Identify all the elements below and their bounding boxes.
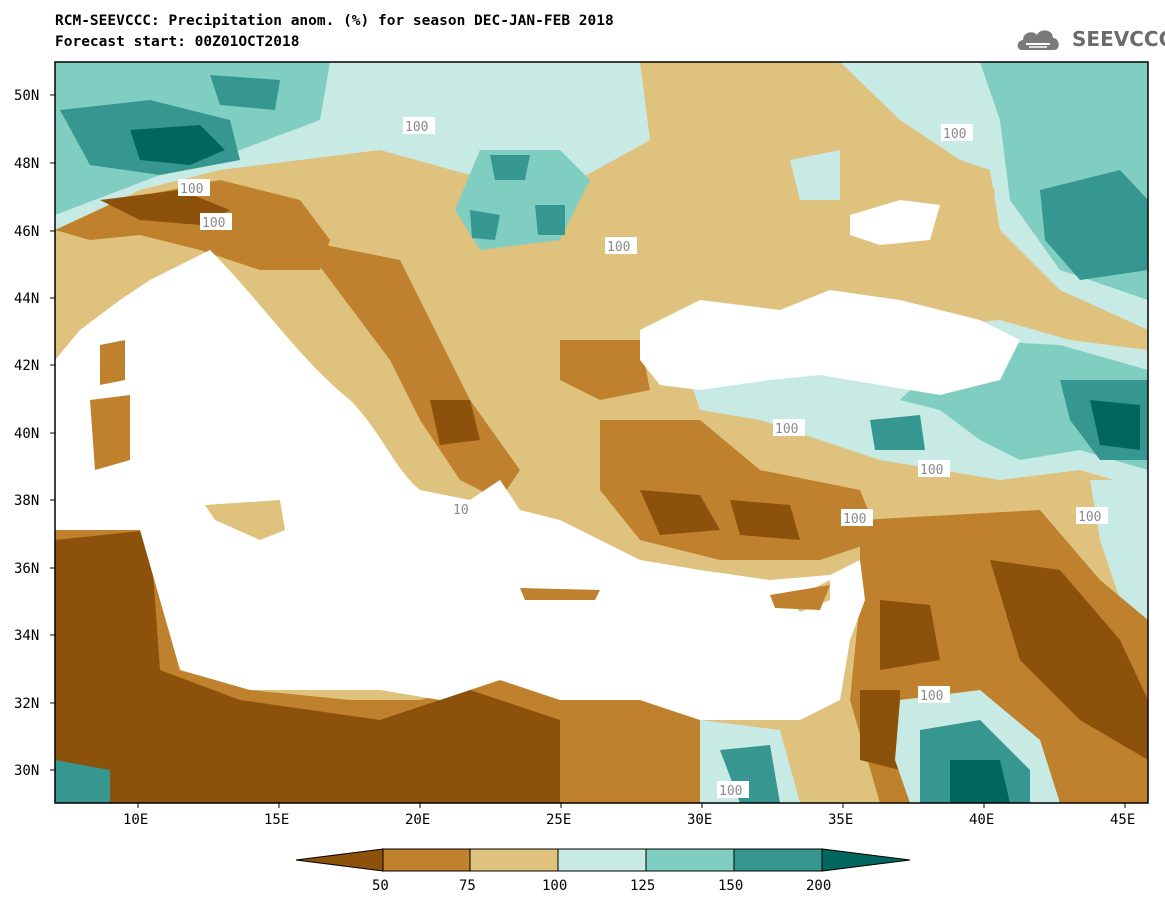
- lon-label: 30E: [687, 812, 712, 828]
- colorbar: 50 75 100 125 150 200: [295, 848, 911, 894]
- lon-label: 40E: [969, 812, 994, 828]
- contour-label: 100: [180, 182, 203, 197]
- lon-ticks: [137, 803, 1126, 808]
- contour-label: 10: [453, 503, 469, 518]
- lon-label: 20E: [405, 812, 430, 828]
- lat-label: 32N: [14, 696, 39, 712]
- colorbar-segment: [557, 848, 647, 872]
- colorbar-tick: 100: [542, 878, 567, 894]
- lat-label: 40N: [14, 426, 39, 442]
- contour-label: 100: [843, 512, 866, 527]
- colorbar-segment: [382, 848, 471, 872]
- colorbar-segment: [821, 848, 911, 872]
- sea-mask: [55, 200, 1020, 720]
- contour-label: 100: [943, 127, 966, 142]
- cloud-logo-icon: [1017, 30, 1059, 50]
- lat-label: 30N: [14, 763, 39, 779]
- latitude-axis: 50N 48N 46N 44N 42N 40N 38N 36N 34N 32N …: [14, 88, 39, 779]
- colorbar-tick: 125: [630, 878, 655, 894]
- lat-label: 44N: [14, 291, 39, 307]
- lat-label: 38N: [14, 493, 39, 509]
- lon-label: 35E: [828, 812, 853, 828]
- lon-label: 15E: [264, 812, 289, 828]
- colorbar-segment: [733, 848, 823, 872]
- lat-label: 50N: [14, 88, 39, 104]
- contour-label: 100: [920, 689, 943, 704]
- colorbar-tick: 75: [459, 878, 476, 894]
- colorbar-segment: [469, 848, 559, 872]
- lon-label: 25E: [546, 812, 571, 828]
- lat-label: 48N: [14, 156, 39, 172]
- colorbar-tick: 150: [718, 878, 743, 894]
- contour-label: 100: [920, 463, 943, 478]
- lat-label: 36N: [14, 561, 39, 577]
- colorbar-tick: 200: [806, 878, 831, 894]
- contour-label: 100: [775, 422, 798, 437]
- contour-label: 100: [1078, 510, 1101, 525]
- map-title: RCM-SEEVCCC: Precipitation anom. (%) for…: [55, 13, 614, 29]
- longitude-axis: 10E 15E 20E 25E 30E 35E 40E 45E: [123, 812, 1135, 828]
- lat-label: 46N: [14, 224, 39, 240]
- contour-label: 100: [202, 216, 225, 231]
- colorbar-tick: 50: [372, 878, 389, 894]
- colorbar-segment: [295, 848, 384, 872]
- contour-label: 100: [405, 120, 428, 135]
- lat-label: 42N: [14, 358, 39, 374]
- lon-label: 45E: [1110, 812, 1135, 828]
- colorbar-segment: [645, 848, 735, 872]
- lat-ticks: [50, 94, 55, 771]
- contour-label: 100: [607, 240, 630, 255]
- lat-label: 34N: [14, 628, 39, 644]
- contour-label: 100: [719, 784, 742, 799]
- forecast-start-label: Forecast start: 00Z01OCT2018: [55, 34, 300, 50]
- lon-label: 10E: [123, 812, 148, 828]
- contour-labels: 100 100 100 100 100 100 100 100 100 100 …: [178, 117, 1108, 799]
- logo-text: SEEVCCC: [1072, 27, 1165, 51]
